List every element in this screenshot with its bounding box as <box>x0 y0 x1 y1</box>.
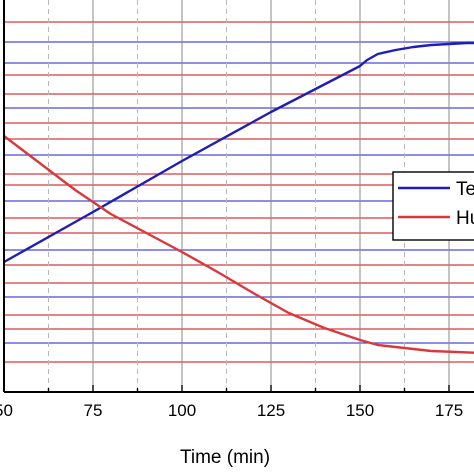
red-gridlines <box>4 21 474 363</box>
x-axis-ticks: 50 75 100 125 150 175 <box>0 385 463 420</box>
legend: Te Hu <box>392 171 474 241</box>
x-tick-label-125: 125 <box>257 401 285 420</box>
vertical-gridlines <box>48 0 450 392</box>
blue-gridlines <box>4 41 474 344</box>
x-tick-label-100: 100 <box>168 401 196 420</box>
series-line-hu <box>3 135 474 354</box>
x-tick-label-150: 150 <box>346 401 374 420</box>
x-tick-label-75: 75 <box>84 401 103 420</box>
series-layer <box>3 41 474 354</box>
x-tick-label-50: 50 <box>0 401 13 420</box>
plot-frame <box>3 0 474 393</box>
legend-label-hu: Hu <box>456 208 474 229</box>
x-axis-title: Time (min) <box>180 447 270 468</box>
legend-label-te: Te <box>456 179 474 200</box>
legend-box <box>392 171 474 241</box>
series-line-te <box>3 41 474 264</box>
x-tick-label-175: 175 <box>435 401 463 420</box>
